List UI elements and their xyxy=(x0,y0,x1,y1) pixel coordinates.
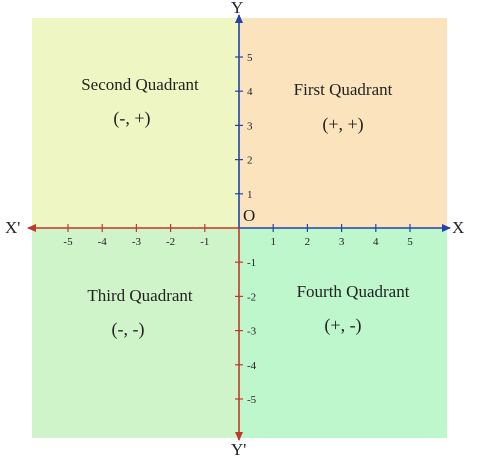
x-tick-label: 4 xyxy=(373,236,379,248)
x-tick-label: -1 xyxy=(200,236,209,248)
y-tick-label: 4 xyxy=(247,86,253,98)
y-tick-label: 5 xyxy=(247,52,253,64)
origin-label: O xyxy=(243,206,255,225)
y-tick-label: -2 xyxy=(247,291,256,303)
fourth-quadrant-sign: (+, -) xyxy=(324,315,361,336)
x-tick-label: -4 xyxy=(98,236,108,248)
y-tick-label: 2 xyxy=(247,155,253,167)
first-quadrant-sign: (+, +) xyxy=(322,114,363,135)
y-tick-label: -1 xyxy=(247,257,256,269)
x-tick-label: 1 xyxy=(270,236,276,248)
x-tick-label: -2 xyxy=(166,236,175,248)
x-tick-label: 2 xyxy=(305,236,311,248)
y-tick-label: -5 xyxy=(247,394,257,406)
fourth-quadrant-name: Fourth Quadrant xyxy=(297,282,410,301)
axis-label-x-prime: X' xyxy=(5,218,20,237)
second-quadrant-sign: (-, +) xyxy=(113,108,150,129)
x-tick-label: 5 xyxy=(407,236,413,248)
second-quadrant-region xyxy=(32,18,239,228)
first-quadrant-name: First Quadrant xyxy=(294,80,393,99)
third-quadrant-name: Third Quadrant xyxy=(87,286,193,305)
axis-label-x: X xyxy=(452,218,464,237)
y-tick-label: -3 xyxy=(247,326,257,338)
axis-label-y: Y xyxy=(231,0,243,17)
axis-label-y-prime: Y' xyxy=(231,440,246,459)
y-tick-label: 3 xyxy=(247,120,253,132)
second-quadrant-name: Second Quadrant xyxy=(81,75,199,94)
axis-ticks: 1 2 3 4 5 -1 -2 -3 -4 -5 1 2 3 4 5 -1 -2 -3 -4 -5 xyxy=(63,52,413,406)
x-tick-label: -5 xyxy=(63,236,73,248)
fourth-quadrant-region xyxy=(239,228,447,438)
third-quadrant-region xyxy=(32,228,239,438)
x-tick-label: -3 xyxy=(132,236,142,248)
x-tick-label: 3 xyxy=(339,236,345,248)
y-tick-label: -4 xyxy=(247,360,257,372)
third-quadrant-sign: (-, -) xyxy=(112,319,145,340)
y-tick-label: 1 xyxy=(247,189,253,201)
first-quadrant-region xyxy=(239,18,447,228)
